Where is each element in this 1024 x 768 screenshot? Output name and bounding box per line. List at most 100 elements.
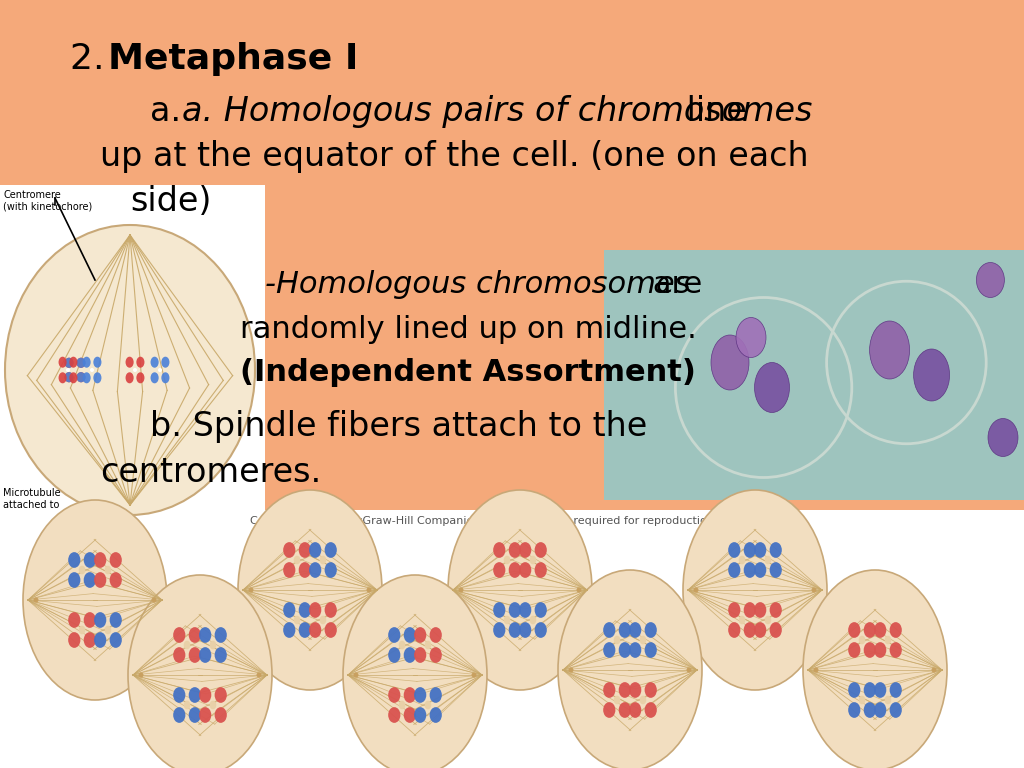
Ellipse shape [403, 647, 416, 663]
Ellipse shape [425, 641, 431, 649]
Ellipse shape [618, 622, 631, 638]
Ellipse shape [645, 642, 656, 658]
Ellipse shape [210, 641, 216, 649]
Text: -Homologous chromosomes: -Homologous chromosomes [265, 270, 690, 299]
Ellipse shape [839, 732, 911, 764]
Text: randomly lined up on midline.: randomly lined up on midline. [240, 315, 696, 344]
Ellipse shape [519, 542, 531, 558]
Ellipse shape [885, 636, 891, 644]
Bar [0, 510, 1024, 768]
Ellipse shape [110, 632, 122, 648]
Ellipse shape [885, 696, 891, 704]
Ellipse shape [770, 622, 781, 638]
Bar [0, 0, 1024, 510]
Ellipse shape [430, 707, 441, 723]
Ellipse shape [353, 673, 358, 677]
Ellipse shape [494, 542, 506, 558]
Ellipse shape [874, 642, 887, 658]
Ellipse shape [104, 626, 112, 634]
Ellipse shape [403, 707, 416, 723]
Ellipse shape [65, 372, 74, 382]
Bar [0, 185, 265, 515]
Ellipse shape [728, 562, 740, 578]
Ellipse shape [94, 632, 106, 648]
Ellipse shape [58, 372, 67, 383]
Ellipse shape [863, 622, 876, 638]
Ellipse shape [874, 702, 887, 718]
Ellipse shape [110, 572, 122, 588]
Ellipse shape [743, 622, 756, 638]
Ellipse shape [618, 682, 631, 698]
Ellipse shape [309, 562, 322, 578]
Ellipse shape [84, 612, 96, 628]
Ellipse shape [188, 627, 201, 643]
Ellipse shape [509, 622, 521, 638]
Ellipse shape [494, 622, 506, 638]
Ellipse shape [640, 636, 646, 644]
Ellipse shape [299, 622, 311, 638]
Ellipse shape [813, 667, 818, 673]
Ellipse shape [173, 707, 185, 723]
Ellipse shape [151, 356, 159, 368]
Ellipse shape [69, 572, 80, 588]
Ellipse shape [613, 636, 621, 644]
Ellipse shape [977, 263, 1005, 297]
Ellipse shape [403, 687, 416, 703]
Ellipse shape [529, 556, 537, 564]
Ellipse shape [414, 707, 426, 723]
Ellipse shape [309, 602, 322, 617]
Ellipse shape [859, 696, 865, 704]
Ellipse shape [83, 372, 91, 383]
Ellipse shape [738, 556, 745, 564]
Ellipse shape [754, 562, 766, 578]
Ellipse shape [890, 702, 902, 718]
Ellipse shape [743, 562, 756, 578]
Ellipse shape [173, 647, 185, 663]
Ellipse shape [471, 673, 476, 677]
Bar [604, 250, 1024, 500]
Ellipse shape [558, 570, 702, 768]
Ellipse shape [5, 225, 255, 515]
Ellipse shape [754, 622, 766, 638]
Ellipse shape [459, 588, 464, 592]
Ellipse shape [890, 622, 902, 638]
Ellipse shape [183, 641, 190, 649]
Ellipse shape [136, 372, 144, 383]
Ellipse shape [504, 616, 510, 624]
Ellipse shape [83, 356, 91, 368]
Ellipse shape [736, 317, 766, 357]
Ellipse shape [577, 588, 582, 592]
Ellipse shape [519, 562, 531, 578]
Ellipse shape [848, 702, 860, 718]
Text: b. Spindle fibers attach to the: b. Spindle fibers attach to the [150, 410, 647, 443]
Ellipse shape [755, 362, 790, 412]
Ellipse shape [199, 707, 211, 723]
Ellipse shape [754, 602, 766, 617]
Ellipse shape [414, 647, 426, 663]
Ellipse shape [151, 372, 159, 383]
Ellipse shape [65, 372, 74, 382]
Text: centromeres.: centromeres. [100, 456, 322, 489]
Ellipse shape [136, 356, 144, 368]
Ellipse shape [811, 588, 816, 592]
Ellipse shape [215, 687, 227, 703]
Ellipse shape [69, 612, 80, 628]
Text: Centromere
(with kinetochore): Centromere (with kinetochore) [3, 190, 92, 212]
Ellipse shape [162, 372, 169, 383]
Ellipse shape [69, 552, 80, 568]
Ellipse shape [284, 562, 295, 578]
Ellipse shape [126, 356, 134, 368]
Ellipse shape [640, 696, 646, 704]
Ellipse shape [90, 368, 94, 372]
Ellipse shape [504, 556, 510, 564]
Ellipse shape [294, 556, 300, 564]
Ellipse shape [367, 588, 372, 592]
Ellipse shape [645, 682, 656, 698]
Ellipse shape [770, 602, 781, 617]
Ellipse shape [162, 356, 169, 368]
Ellipse shape [388, 627, 400, 643]
Ellipse shape [430, 687, 441, 703]
Ellipse shape [309, 542, 322, 558]
Ellipse shape [84, 632, 96, 648]
Ellipse shape [84, 552, 96, 568]
